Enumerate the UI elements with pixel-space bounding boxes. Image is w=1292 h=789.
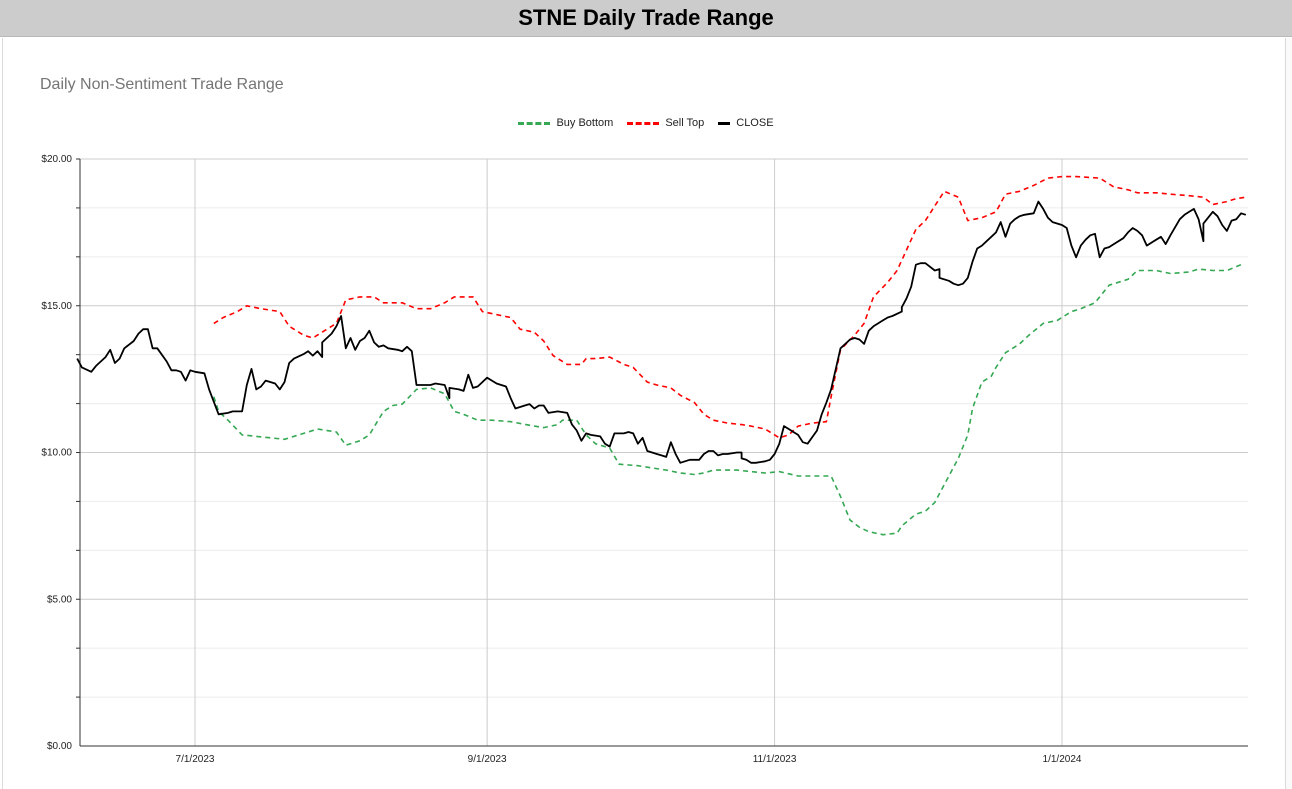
y-axis-tick-label: $5.00 <box>47 594 72 605</box>
window-header: STNE Daily Trade Range <box>0 0 1292 37</box>
legend-label-close: CLOSE <box>736 117 774 129</box>
y-axis-tick-label: $15.00 <box>41 301 72 312</box>
y-axis-tick-label: $0.00 <box>47 741 72 752</box>
x-axis-tick-label: 7/1/2023 <box>176 754 215 765</box>
legend-swatch-buy-bottom <box>518 121 551 125</box>
legend-item-sell-top: Sell Top <box>627 117 704 129</box>
x-axis-tick-label: 1/1/2024 <box>1043 754 1082 765</box>
legend-item-close: CLOSE <box>718 117 774 129</box>
legend-swatch-close <box>718 121 731 125</box>
spreadsheet-edge <box>1286 38 1292 789</box>
legend-item-buy-bottom: Buy Bottom <box>518 117 613 129</box>
series-line-sell-top <box>213 175 1246 439</box>
x-axis-tick-label: 11/1/2023 <box>753 754 797 765</box>
y-axis-tick-label: $10.00 <box>41 448 72 459</box>
chart-title: Daily Non-Sentiment Trade Range <box>40 76 284 93</box>
y-axis-tick-label: $20.00 <box>41 154 72 165</box>
series-line-close <box>76 200 1247 464</box>
legend-label-buy-bottom: Buy Bottom <box>556 117 614 129</box>
page-title: STNE Daily Trade Range <box>518 5 774 30</box>
legend-label-sell-top: Sell Top <box>665 117 705 129</box>
legend-swatch-sell-top <box>627 121 660 125</box>
series-line-buy-bottom <box>213 263 1242 536</box>
x-axis-tick-label: 9/1/2023 <box>468 754 507 765</box>
chart-panel <box>2 38 1286 789</box>
chart-legend: Buy Bottom Sell Top CLOSE <box>0 117 1292 129</box>
